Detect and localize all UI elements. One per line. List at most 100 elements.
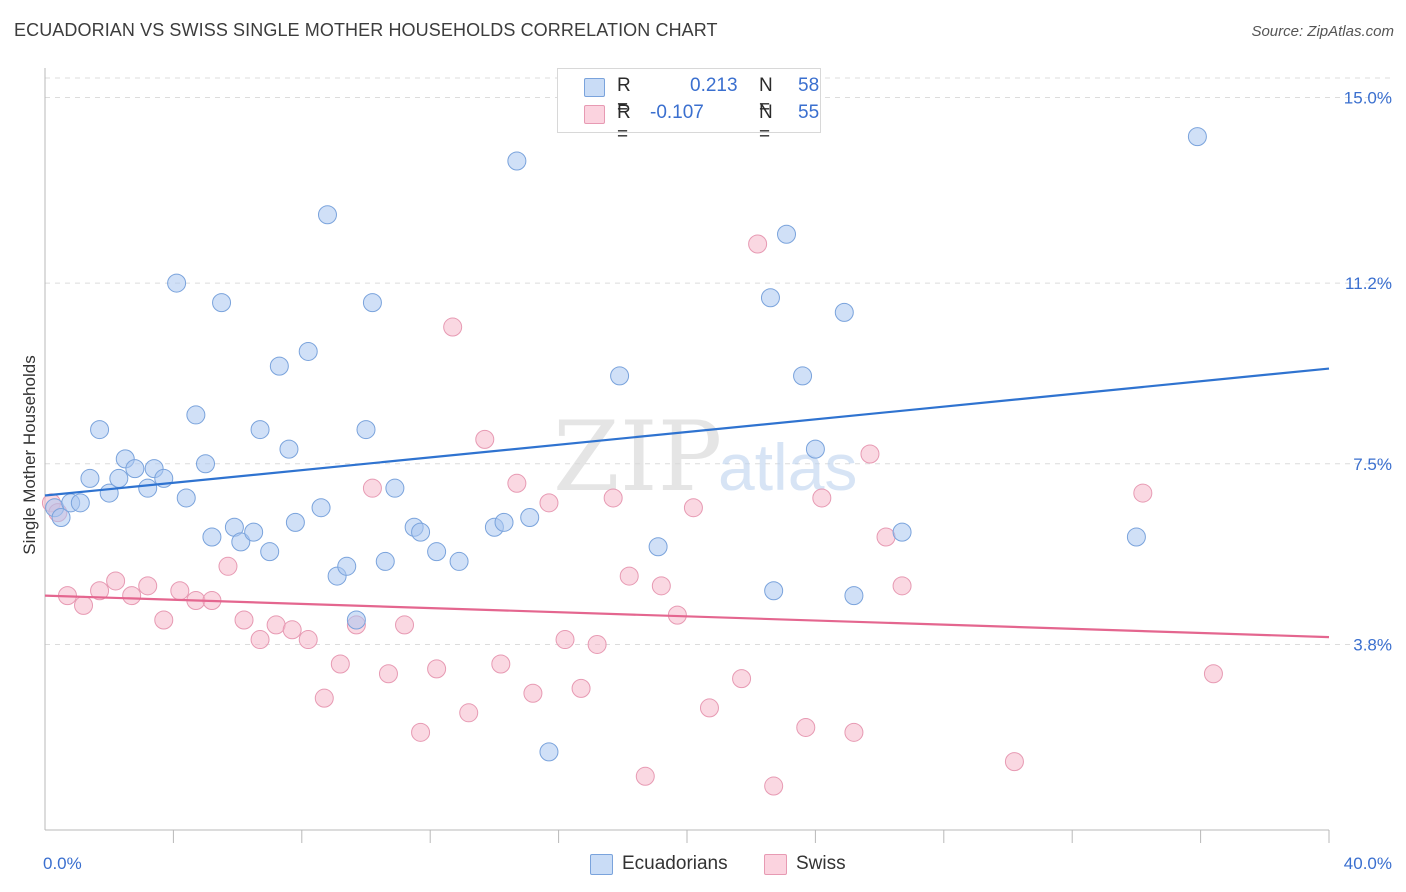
legend-n-value: 58 <box>798 75 820 96</box>
y-tick-label: 7.5% <box>1353 455 1392 474</box>
legend-swatch-ecuadorians <box>584 78 605 97</box>
stats-legend: R = 0.213 N = 58 R = -0.107 N = 55 <box>557 68 821 145</box>
swiss-point <box>507 473 527 493</box>
ecuadorian-point <box>269 356 289 376</box>
swiss-point <box>860 444 880 464</box>
ecuadorian-point <box>805 439 825 459</box>
ecuadorian-point <box>385 478 405 498</box>
swiss-point <box>651 576 671 596</box>
ecuadorian-point <box>109 468 129 488</box>
ecuadorian-point <box>610 366 630 386</box>
ecuadorian-point <box>231 532 251 552</box>
swiss-point <box>234 610 254 630</box>
y-tick-label: 11.2% <box>1345 274 1392 293</box>
y-tick-label: 3.8% <box>1353 635 1392 654</box>
swiss-point <box>218 556 238 576</box>
ecuadorian-point <box>125 459 145 479</box>
ecuadorian-point <box>167 273 187 293</box>
tick-labels: 3.8% 7.5% 11.2% 15.0% 0.0% 40.0% <box>43 89 1392 873</box>
trend-lines <box>44 367 1330 639</box>
swiss-point <box>138 576 158 596</box>
watermark-atlas-text: atlas <box>718 430 857 504</box>
ecuadorian-point <box>212 293 232 313</box>
ecuadorian-point <box>244 522 264 542</box>
swiss-point <box>764 776 784 796</box>
swiss-point <box>635 766 655 786</box>
swiss-point <box>411 722 431 742</box>
swiss-point <box>571 678 591 698</box>
legend-r-key: R = <box>617 75 631 118</box>
ecuadorian-point <box>844 586 864 606</box>
ecuadorian-point <box>279 439 299 459</box>
swiss-point <box>74 595 94 615</box>
swiss-point <box>683 498 703 518</box>
ecuadorian-point <box>356 420 376 440</box>
x-tick-label-min: 0.0% <box>43 854 82 873</box>
swiss-point <box>314 688 334 708</box>
watermark: ZIP atlas <box>553 401 857 513</box>
y-tick-label: 15.0% <box>1344 89 1392 108</box>
ecuadorian-point <box>411 522 431 542</box>
ecuadorian-point <box>317 205 337 225</box>
watermark-zip-text: ZIP <box>553 401 722 513</box>
legend-n-value: 55 <box>798 102 820 123</box>
ecuadorian-point <box>138 478 158 498</box>
ecuadorian-point <box>90 420 110 440</box>
swiss-point <box>603 488 623 508</box>
ecuadorian-point <box>777 224 797 244</box>
ecuadorian-point <box>1187 127 1207 147</box>
ecuadorian-point <box>793 366 813 386</box>
ecuadorian-point <box>337 556 357 576</box>
swiss-point <box>330 654 350 674</box>
swiss-point <box>266 615 286 635</box>
swiss-point <box>250 630 270 650</box>
x-tick-label-max: 40.0% <box>1344 854 1392 873</box>
legend-r-value: -0.107 <box>650 102 704 123</box>
swiss-point <box>106 571 126 591</box>
ecuadorian-point <box>648 537 668 557</box>
legend-label-swiss: Swiss <box>796 853 846 874</box>
ecuadorian-point <box>449 551 469 571</box>
swiss-point <box>282 620 302 640</box>
ecuadorian-point <box>260 542 280 562</box>
swiss-point <box>539 493 559 513</box>
swiss-point <box>555 630 575 650</box>
legend-r-value: 0.213 <box>690 75 738 96</box>
ecuadorian-point <box>196 454 215 474</box>
ecuadorian-point <box>285 512 305 532</box>
swiss-point <box>427 659 447 679</box>
swiss-point <box>170 581 190 601</box>
ecuadorian-point <box>760 288 780 308</box>
swiss-point <box>378 664 398 684</box>
ecuadorian-point <box>362 293 382 313</box>
swiss-point <box>395 615 415 635</box>
legend-n-key: N = <box>759 75 773 118</box>
legend-n-key: N = <box>759 102 773 145</box>
swiss-point <box>619 566 639 586</box>
axes <box>44 68 1330 843</box>
swiss-point <box>699 698 719 718</box>
swiss-point <box>748 234 768 254</box>
ecuadorian-point <box>298 341 318 361</box>
swiss-points <box>41 234 1223 796</box>
ecuadorian-point <box>202 527 222 547</box>
ecuadorian-point <box>346 610 366 630</box>
legend-label-ecuadorians: Ecuadorians <box>622 853 728 874</box>
source-label: Source: ZipAtlas.com <box>1251 23 1394 40</box>
swiss-point <box>475 429 495 449</box>
swiss-point <box>443 317 463 337</box>
swiss-point <box>154 610 174 630</box>
legend-swatch-swiss <box>584 105 605 124</box>
ecuadorian-point <box>70 493 90 513</box>
swiss-point <box>90 581 110 601</box>
ecuadorian-point <box>520 507 540 527</box>
ecuadorian-point <box>375 551 395 571</box>
swiss-point <box>876 527 896 547</box>
ecuadorian-point <box>51 507 71 527</box>
swiss-point <box>1203 664 1223 684</box>
swiss-point <box>491 654 511 674</box>
swiss-point <box>796 717 816 737</box>
swiss-point <box>362 478 382 498</box>
chart-title: ECUADORIAN VS SWISS SINGLE MOTHER HOUSEH… <box>14 20 718 40</box>
